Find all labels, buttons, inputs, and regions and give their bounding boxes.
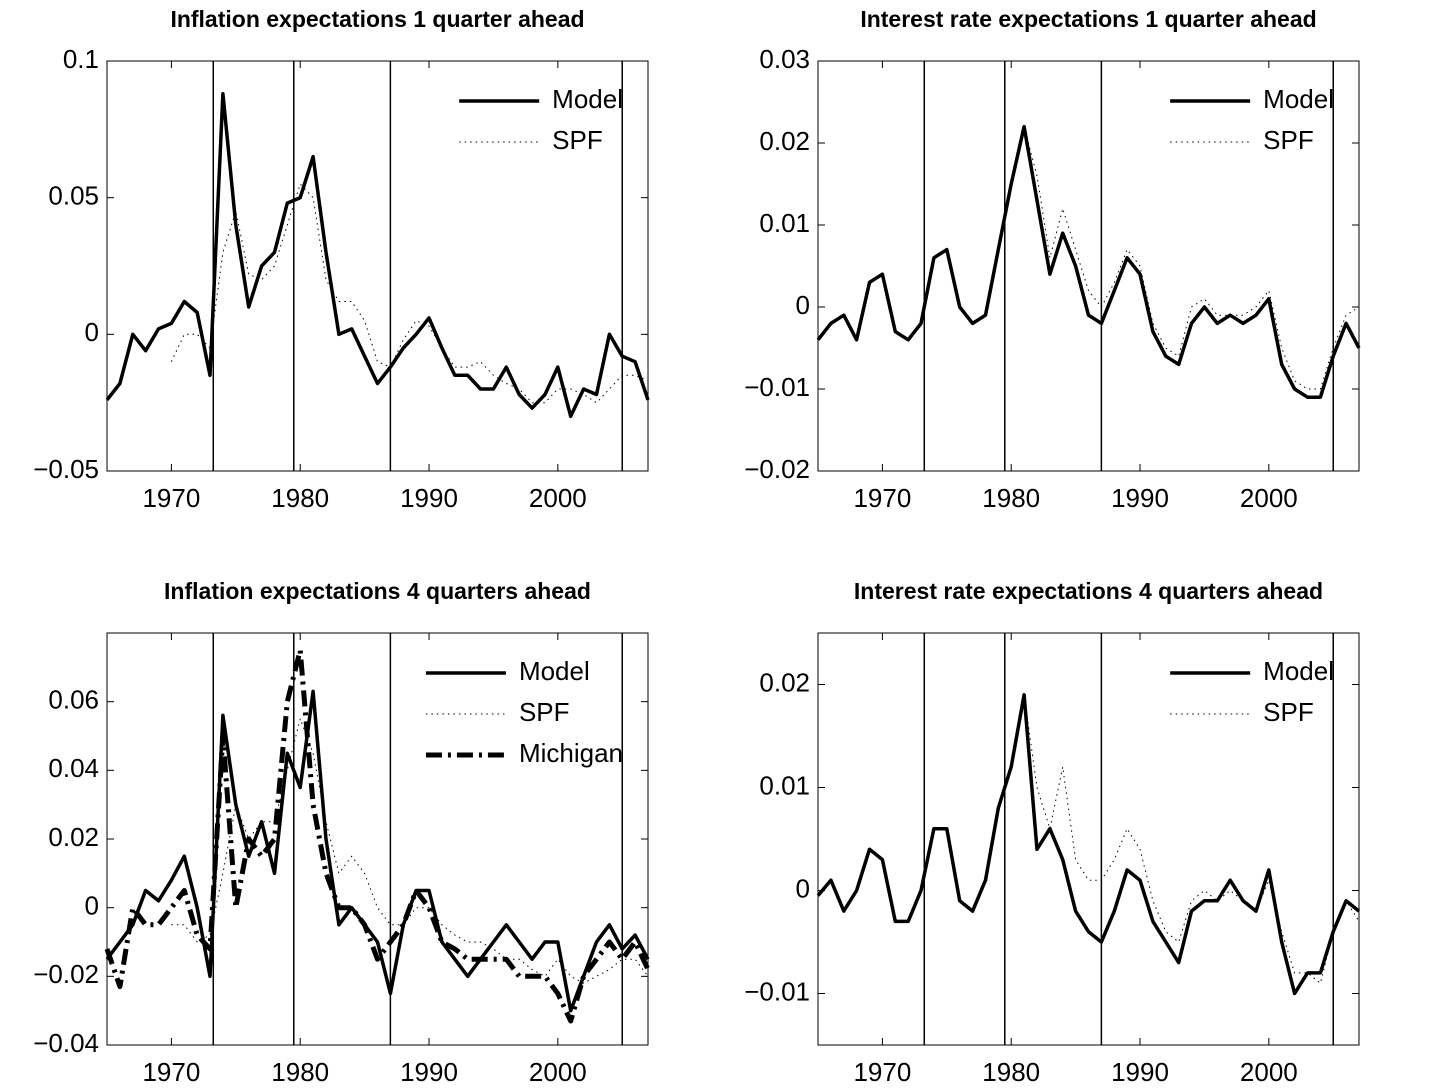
x-tick-label: 1970 xyxy=(853,483,911,513)
x-tick-label: 1990 xyxy=(1111,483,1169,513)
y-tick-label: 0.02 xyxy=(759,667,810,697)
y-tick-label: 0 xyxy=(796,873,810,903)
y-tick-label: −0.02 xyxy=(744,454,810,484)
x-tick-label: 2000 xyxy=(1240,1057,1298,1087)
legend-label: Model xyxy=(1263,84,1334,114)
legend-label: Model xyxy=(552,84,623,114)
legend-label: Michigan xyxy=(519,738,623,768)
data-line xyxy=(1023,694,1360,984)
data-line xyxy=(1023,126,1360,390)
data-line xyxy=(170,183,649,404)
x-tick-label: 1970 xyxy=(853,1057,911,1087)
y-tick-label: 0.1 xyxy=(63,44,99,74)
y-tick-label: 0 xyxy=(85,317,99,347)
y-tick-label: 0.01 xyxy=(759,208,810,238)
data-line xyxy=(104,647,651,1024)
y-tick-label: 0.02 xyxy=(759,126,810,156)
chart-title: Interest rate expectations 4 quarters ah… xyxy=(854,578,1323,604)
data-line xyxy=(105,92,650,419)
legend-label: Model xyxy=(519,656,590,686)
y-tick-label: −0.05 xyxy=(33,454,99,484)
legend-label: Model xyxy=(1263,656,1334,686)
y-tick-label: 0.04 xyxy=(48,753,99,783)
x-tick-label: 1980 xyxy=(271,483,329,513)
x-tick-label: 1990 xyxy=(400,483,458,513)
chart-title: Interest rate expectations 1 quarter ahe… xyxy=(860,6,1316,32)
plot-frame xyxy=(817,60,1360,472)
x-tick-label: 1980 xyxy=(982,483,1040,513)
x-tick-label: 1990 xyxy=(400,1057,458,1087)
panel: Inflation expectations 1 quarter ahead −0… xyxy=(33,6,650,513)
plot-frame xyxy=(817,632,1360,1046)
x-tick-label: 1980 xyxy=(271,1057,329,1087)
y-tick-label: 0.02 xyxy=(48,822,99,852)
x-tick-label: 2000 xyxy=(1240,483,1298,513)
y-tick-label: 0.06 xyxy=(48,685,99,715)
x-tick-label: 1990 xyxy=(1111,1057,1169,1087)
y-tick-label: 0.03 xyxy=(759,44,810,74)
data-line xyxy=(105,689,650,1013)
legend-label: SPF xyxy=(1263,697,1314,727)
x-tick-label: 1980 xyxy=(982,1057,1040,1087)
legend-label: SPF xyxy=(552,125,603,155)
legend-label: SPF xyxy=(1263,125,1314,155)
data-line xyxy=(816,124,1361,399)
y-tick-label: −0.01 xyxy=(744,976,810,1006)
panel: Interest rate expectations 4 quarters ah… xyxy=(744,578,1361,1087)
plot-frame xyxy=(106,60,649,472)
chart-title: Inflation expectations 4 quarters ahead xyxy=(164,578,591,604)
legend-label: SPF xyxy=(519,697,570,727)
panel: Inflation expectations 4 quarters ahead −… xyxy=(33,578,651,1087)
x-tick-label: 2000 xyxy=(529,483,587,513)
x-tick-label: 1970 xyxy=(142,1057,200,1087)
y-tick-label: 0.01 xyxy=(759,770,810,800)
x-tick-label: 1970 xyxy=(142,483,200,513)
x-tick-label: 2000 xyxy=(529,1057,587,1087)
y-tick-label: 0 xyxy=(796,290,810,320)
y-tick-label: 0 xyxy=(85,891,99,921)
y-tick-label: 0.05 xyxy=(48,181,99,211)
y-tick-label: −0.01 xyxy=(744,372,810,402)
chart-title: Inflation expectations 1 quarter ahead xyxy=(170,6,584,32)
y-tick-label: −0.04 xyxy=(33,1028,99,1058)
y-tick-label: −0.02 xyxy=(33,959,99,989)
data-line xyxy=(816,693,1361,996)
panel: Interest rate expectations 1 quarter ahe… xyxy=(744,6,1361,513)
